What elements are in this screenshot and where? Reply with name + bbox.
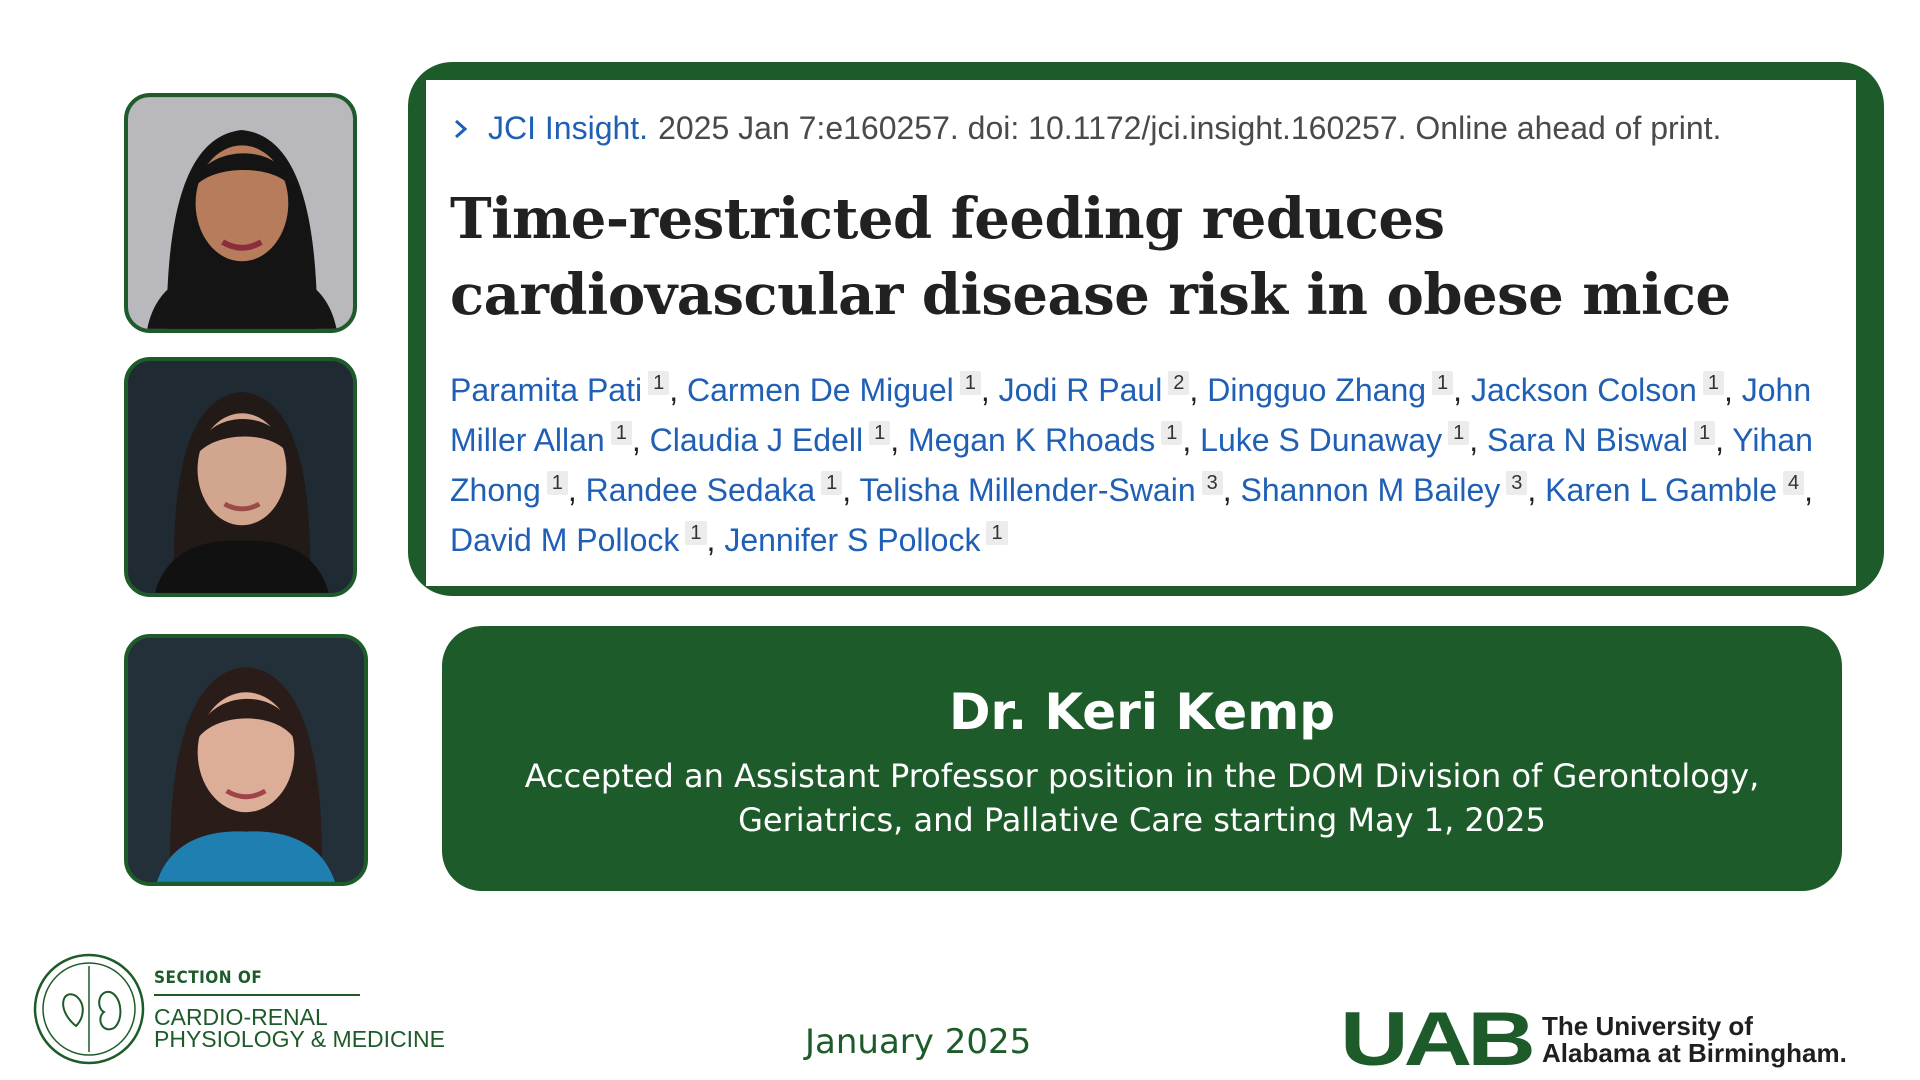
author-name-link[interactable]: Karen L Gamble xyxy=(1545,472,1777,508)
author-name-link[interactable]: Jodi R Paul xyxy=(998,372,1163,408)
section-name-line-2: PHYSIOLOGY & MEDICINE xyxy=(154,1026,445,1052)
affiliation-badge[interactable]: 4 xyxy=(1782,471,1805,495)
author-item: Yihan Zhong 1, xyxy=(450,422,1813,508)
journal-citation-line: JCI Insight. 2025 Jan 7:e160257. doi: 10… xyxy=(450,110,1836,147)
portrait-photo-1 xyxy=(124,93,357,333)
affiliation-badge[interactable]: 1 xyxy=(1432,371,1454,395)
date-label: January 2025 xyxy=(805,1022,1032,1062)
author-item: Shannon M Bailey 3, xyxy=(1240,471,1546,508)
author-item: Carmen De Miguel 1, xyxy=(686,371,999,408)
author-name-link[interactable]: David M Pollock xyxy=(450,522,680,558)
chevron-right-icon[interactable] xyxy=(450,118,472,140)
author-name-link[interactable]: Carmen De Miguel xyxy=(686,372,954,408)
author-item: Dingguo Zhang 1, xyxy=(1207,371,1471,408)
citation-details: 2025 Jan 7:e160257. doi: 10.1172/jci.ins… xyxy=(658,110,1722,146)
author-item: Jennifer S Pollock 1 xyxy=(724,521,1008,558)
author-item: Luke S Dunaway 1, xyxy=(1200,421,1487,458)
portrait-2-image xyxy=(128,361,353,593)
journal-link[interactable]: JCI Insight. xyxy=(488,110,649,146)
author-name-link[interactable]: Randee Sedaka xyxy=(585,472,816,508)
uab-name: The University of Alabama at Birmingham. xyxy=(1542,1013,1847,1067)
author-item: Jodi R Paul 2, xyxy=(998,371,1208,408)
author-name-link[interactable]: Telisha Millender-Swain xyxy=(859,472,1196,508)
affiliation-badge[interactable]: 1 xyxy=(986,521,1008,545)
affiliation-badge[interactable]: 1 xyxy=(1693,421,1716,445)
author-item: Megan K Rhoads 1, xyxy=(907,421,1201,458)
section-of-label: SECTION OF xyxy=(154,968,360,996)
announcement-name: Dr. Keri Kemp xyxy=(948,683,1336,741)
affiliation-badge[interactable]: 2 xyxy=(1168,371,1190,395)
author-name-link[interactable]: Shannon M Bailey xyxy=(1240,472,1501,508)
announcement-box: Dr. Keri Kemp Accepted an Assistant Prof… xyxy=(442,626,1842,891)
author-name-link[interactable]: Paramita Pati xyxy=(450,372,643,408)
author-name-link[interactable]: Luke S Dunaway xyxy=(1200,422,1443,458)
section-name-line-1: CARDIO-RENAL xyxy=(154,1004,328,1030)
section-logo: SECTION OF CARDIO-RENAL PHYSIOLOGY & MED… xyxy=(32,952,445,1066)
section-name: CARDIO-RENAL PHYSIOLOGY & MEDICINE xyxy=(154,1004,445,1052)
affiliation-badge[interactable]: 1 xyxy=(869,421,891,445)
affiliation-badge[interactable]: 1 xyxy=(959,371,981,395)
portrait-3-image xyxy=(128,638,364,882)
affiliation-badge[interactable]: 3 xyxy=(1506,471,1528,495)
author-item: Paramita Pati 1, xyxy=(450,371,687,408)
affiliation-badge[interactable]: 1 xyxy=(546,471,568,495)
uab-logo: UAB The University of Alabama at Birming… xyxy=(1340,997,1847,1080)
affiliation-badge[interactable]: 3 xyxy=(1201,471,1223,495)
announcement-description: Accepted an Assistant Professor position… xyxy=(524,757,1760,839)
author-item: Randee Sedaka 1, xyxy=(585,471,860,508)
paper-card: JCI Insight. 2025 Jan 7:e160257. doi: 10… xyxy=(408,62,1884,596)
author-name-link[interactable]: Yihan Zhong xyxy=(450,422,1813,508)
author-name-link[interactable]: John Miller Allan xyxy=(450,372,1812,458)
author-name-link[interactable]: Dingguo Zhang xyxy=(1207,372,1427,408)
heart-kidney-emblem-icon xyxy=(33,953,145,1065)
author-item: Jackson Colson 1, xyxy=(1470,371,1742,408)
portrait-photo-2 xyxy=(124,357,357,597)
portrait-1-image xyxy=(128,97,353,329)
author-item: Karen L Gamble 4, xyxy=(1545,471,1813,508)
author-name-link[interactable]: Jackson Colson xyxy=(1470,372,1697,408)
author-name-link[interactable]: Jennifer S Pollock xyxy=(724,522,981,558)
section-text: SECTION OF CARDIO-RENAL PHYSIOLOGY & MED… xyxy=(154,968,445,1052)
uab-name-line-2: Alabama at Birmingham. xyxy=(1542,1038,1847,1068)
affiliation-badge[interactable]: 1 xyxy=(1448,421,1470,445)
paper-title: Time-restricted feeding reduces cardiova… xyxy=(450,186,1731,328)
uab-wordmark: UAB xyxy=(1340,997,1536,1080)
affiliation-badge[interactable]: 1 xyxy=(610,421,632,445)
author-item: David M Pollock 1, xyxy=(450,521,725,558)
portrait-photo-3 xyxy=(124,634,368,886)
author-name-link[interactable]: Megan K Rhoads xyxy=(907,422,1156,458)
author-list: Paramita Pati 1, Carmen De Miguel 1, Jodi … xyxy=(450,365,1836,565)
author-item: John Miller Allan 1, xyxy=(450,372,1812,458)
affiliation-badge[interactable]: 1 xyxy=(648,371,670,395)
affiliation-badge[interactable]: 1 xyxy=(685,521,707,545)
affiliation-badge[interactable]: 1 xyxy=(1161,421,1183,445)
author-item: Claudia J Edell 1, xyxy=(649,421,908,458)
author-name-link[interactable]: Claudia J Edell xyxy=(649,422,864,458)
author-item: Telisha Millender-Swain 3, xyxy=(859,471,1241,508)
uab-name-line-1: The University of xyxy=(1542,1011,1753,1041)
author-item: Sara N Biswal 1, xyxy=(1486,421,1733,458)
affiliation-badge[interactable]: 1 xyxy=(821,471,843,495)
affiliation-badge[interactable]: 1 xyxy=(1702,371,1724,395)
paper-citation-panel: JCI Insight. 2025 Jan 7:e160257. doi: 10… xyxy=(426,80,1856,586)
author-name-link[interactable]: Sara N Biswal xyxy=(1486,422,1688,458)
